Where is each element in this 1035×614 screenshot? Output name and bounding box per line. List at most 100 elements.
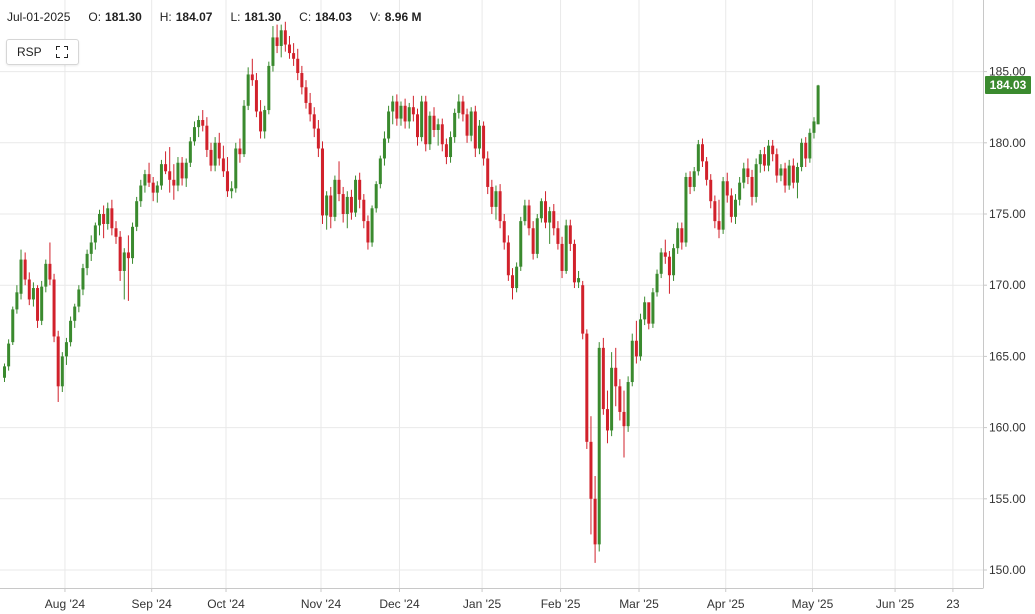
candle-body — [754, 164, 758, 197]
candle — [172, 164, 176, 200]
ohlc-readout: Jul-01-2025 O: 181.30 H: 184.07 L: 181.30 C… — [7, 10, 439, 24]
candle — [700, 138, 704, 168]
candle-body — [287, 44, 291, 54]
candle-body — [292, 53, 296, 59]
candle — [192, 121, 196, 146]
candle-body — [329, 195, 333, 217]
candle — [734, 194, 738, 224]
candle — [321, 141, 325, 224]
candle-body — [279, 30, 283, 46]
candle-body — [254, 80, 258, 112]
candle — [48, 242, 52, 286]
candle-body — [705, 161, 709, 180]
candle-body — [663, 252, 667, 257]
candle — [469, 107, 473, 142]
candle — [11, 306, 15, 346]
candle-body — [168, 171, 172, 180]
candle-body — [354, 179, 358, 213]
candle-body — [572, 243, 576, 283]
candle-body — [23, 259, 27, 280]
candle-body — [416, 114, 419, 138]
candle-body — [700, 144, 704, 162]
candle — [366, 215, 370, 250]
symbol-selector[interactable]: RSP — [6, 39, 79, 65]
x-tick-label: Aug '24 — [45, 597, 86, 611]
candle-body — [634, 340, 638, 357]
candle — [362, 194, 366, 229]
y-tick-label: 175.00 — [989, 207, 1026, 221]
candle — [159, 159, 163, 190]
candle-body — [176, 162, 180, 186]
candle — [316, 120, 320, 158]
candle-body — [56, 336, 60, 387]
candle-body — [85, 253, 89, 269]
x-tick-label: Oct '24 — [207, 597, 245, 611]
candle — [147, 162, 151, 187]
candle-body — [407, 107, 411, 122]
candle-body — [110, 208, 114, 229]
candle — [688, 171, 692, 195]
candle — [544, 191, 548, 229]
volume-label: V: — [369, 10, 381, 24]
candle-body — [610, 367, 614, 431]
candle-body — [465, 114, 469, 136]
candle-body — [800, 142, 804, 168]
candle — [64, 337, 68, 365]
candle-body — [411, 107, 415, 115]
candle — [453, 108, 457, 143]
candle-body — [201, 120, 205, 126]
x-tick-label: 23 — [946, 597, 960, 611]
candle-body — [767, 145, 771, 166]
candle-body — [259, 111, 263, 132]
y-tick-label: 155.00 — [989, 492, 1026, 506]
candle-body — [135, 201, 139, 227]
candle — [110, 199, 114, 236]
candle — [399, 101, 403, 126]
candle — [197, 115, 201, 138]
candle — [597, 342, 601, 552]
candle-body — [275, 37, 279, 46]
candle-body — [31, 288, 35, 300]
candle-body — [461, 101, 465, 115]
candle-body — [581, 285, 585, 334]
candle — [531, 221, 535, 260]
candle — [630, 333, 634, 387]
candle-body — [143, 174, 147, 186]
candle-body — [680, 228, 684, 243]
candle-body — [539, 201, 543, 219]
candle — [300, 65, 304, 95]
candle — [676, 222, 680, 254]
candle — [201, 110, 205, 132]
candle — [465, 108, 469, 143]
candle-body — [89, 242, 93, 254]
candle — [812, 117, 816, 139]
candle — [738, 176, 742, 206]
candle — [746, 158, 750, 185]
candle — [618, 379, 622, 421]
candle — [56, 330, 60, 402]
candle-body — [81, 268, 85, 290]
candle — [19, 249, 23, 300]
candle-body — [453, 112, 457, 138]
candle — [717, 199, 721, 239]
candle-body — [568, 225, 572, 244]
candle — [510, 268, 514, 300]
candle — [758, 149, 762, 173]
candle-body — [300, 73, 304, 88]
candle — [767, 139, 771, 172]
candle — [684, 172, 688, 247]
candle-body — [469, 111, 473, 136]
candle-body — [548, 211, 552, 223]
candle — [800, 138, 804, 172]
candle — [581, 280, 585, 340]
candle-body — [622, 411, 626, 427]
candle-body — [585, 333, 589, 442]
expand-icon[interactable] — [55, 46, 68, 58]
candle — [568, 219, 572, 252]
x-tick-label: Jan '25 — [463, 597, 502, 611]
candle — [663, 239, 667, 264]
candle — [585, 329, 589, 449]
candle-body — [486, 158, 490, 187]
